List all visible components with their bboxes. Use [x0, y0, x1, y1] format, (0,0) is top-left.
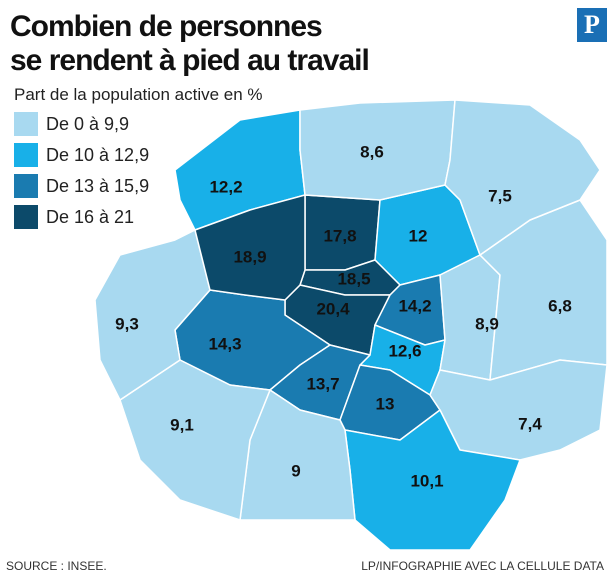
title: Combien de personnes se rendent à pied au… — [10, 10, 369, 77]
legend-label: De 13 à 15,9 — [46, 176, 149, 196]
logo-box — [577, 8, 607, 42]
district-label: 12,6 — [388, 341, 421, 360]
district-label: 18,9 — [233, 247, 266, 266]
district-label: 12,2 — [209, 177, 242, 196]
legend-swatch — [14, 205, 38, 229]
district — [119, 359, 271, 521]
district-label: 20,4 — [316, 299, 350, 318]
district-label: 8,9 — [475, 314, 499, 333]
district-labels: 17,8 12 18,5 20,4 14,2 12,6 14,3 13,7 13 8,9 6,8 7,… — [115, 142, 572, 490]
title-line: se rendent à pied au travail — [10, 44, 369, 77]
district-label: 12 — [409, 226, 428, 245]
title-line: Combien de personnes — [10, 10, 322, 43]
district-label: 13,7 — [306, 374, 339, 393]
district-label: 7,5 — [488, 186, 512, 205]
district — [194, 194, 306, 301]
district — [444, 99, 601, 256]
district-label: 7,4 — [518, 414, 542, 433]
district-label: 9,1 — [170, 415, 194, 434]
district-label: 8,6 — [360, 142, 384, 161]
legend-title: Part de la population active en % — [14, 85, 263, 104]
legend-swatch — [14, 174, 38, 198]
source: SOURCE : INSEE. — [6, 559, 107, 573]
districts — [94, 99, 607, 551]
district-label: 17,8 — [323, 226, 356, 245]
district-label: 18,5 — [337, 269, 370, 288]
district-label: 9,3 — [115, 314, 139, 333]
credit: LP/INFOGRAPHIE AVEC LA CELLULE DATA — [361, 559, 604, 573]
district-label: 14,3 — [208, 334, 241, 353]
district — [94, 229, 211, 401]
district-label: 6,8 — [548, 296, 572, 315]
logo: P — [584, 10, 600, 39]
legend-label: De 10 à 12,9 — [46, 145, 149, 165]
district-label: 10,1 — [410, 471, 443, 490]
legend-swatch — [14, 143, 38, 167]
legend: De 0 à 9,9 De 10 à 12,9 De 13 à 15,9 De 16 … — [14, 112, 149, 229]
district-label: 9 — [291, 461, 300, 480]
district-label: 14,2 — [398, 296, 431, 315]
legend-swatch — [14, 112, 38, 136]
legend-label: De 16 à 21 — [46, 207, 134, 227]
district-label: 13 — [376, 394, 395, 413]
legend-label: De 0 à 9,9 — [46, 114, 129, 134]
